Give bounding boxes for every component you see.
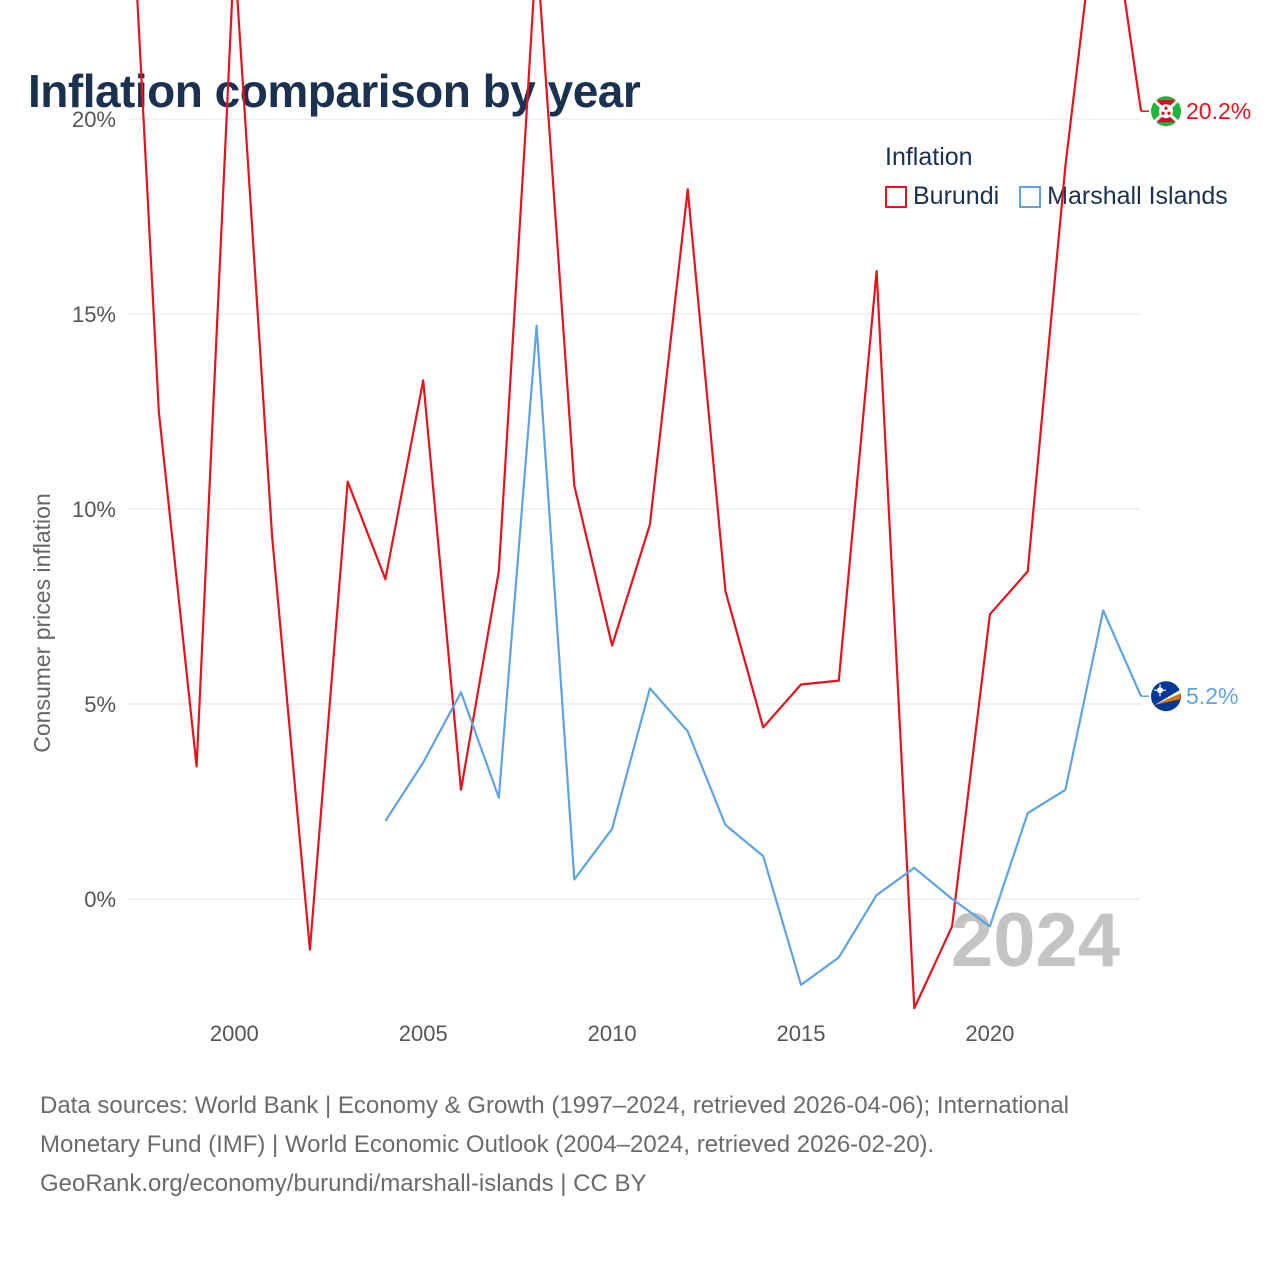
x-tick-label: 2000 [210,1021,259,1046]
x-tick-label: 2020 [965,1021,1014,1046]
legend-label-marshall-islands: Marshall Islands [1047,182,1228,210]
x-axis-ticks: 2000 2005 2010 2015 2020 [210,1021,1015,1046]
legend: Inflation Burundi Marshall Islands [885,143,1228,211]
y-axis-label: Consumer prices inflation [29,493,55,753]
gridlines [128,118,1141,900]
footer-line-1: Data sources: World Bank | Economy & Gro… [40,1092,1070,1119]
legend-swatch-burundi [885,185,907,208]
series-line-marshall-islands[interactable] [384,324,1143,986]
legend-title: Inflation [885,143,973,171]
chart-title: Inflation comparison by year [28,65,641,117]
legend-item-marshall-islands[interactable]: Marshall Islands [1019,182,1228,211]
x-tick-label: 2010 [588,1021,637,1046]
y-tick-label: 15% [72,302,116,327]
y-tick-label: 20% [72,107,116,132]
series-end-labels: 20.2% 5.2% [1141,94,1251,712]
legend-label-burundi: Burundi [913,182,1000,210]
end-value-label-marshall-islands: 5.2% [1186,683,1238,709]
y-tick-label: 5% [84,692,116,717]
highlight-year-label: 2024 [951,898,1120,983]
footer-line-2: Monetary Fund (IMF) | World Economic Out… [40,1131,935,1158]
data-sources-footer: Data sources: World Bank | Economy & Gro… [40,1086,1220,1203]
footer-line-3[interactable]: GeoRank.org/economy/burundi/marshall-isl… [40,1170,647,1197]
burundi-flag-icon [1149,94,1183,128]
marshall-islands-flag-icon [1151,681,1181,712]
x-tick-label: 2005 [399,1021,448,1046]
series-lines [121,0,1143,1010]
end-value-label-burundi: 20.2% [1186,98,1251,124]
y-axis-ticks: 0%5%10%15%20%25%30% [72,107,116,912]
y-tick-label: 0% [84,887,116,912]
series-line-burundi[interactable] [121,0,1143,1010]
y-tick-label: 10% [72,497,116,522]
legend-item-burundi[interactable]: Burundi [885,182,999,211]
x-tick-label: 2015 [777,1021,826,1046]
legend-swatch-marshall-islands [1019,185,1042,208]
